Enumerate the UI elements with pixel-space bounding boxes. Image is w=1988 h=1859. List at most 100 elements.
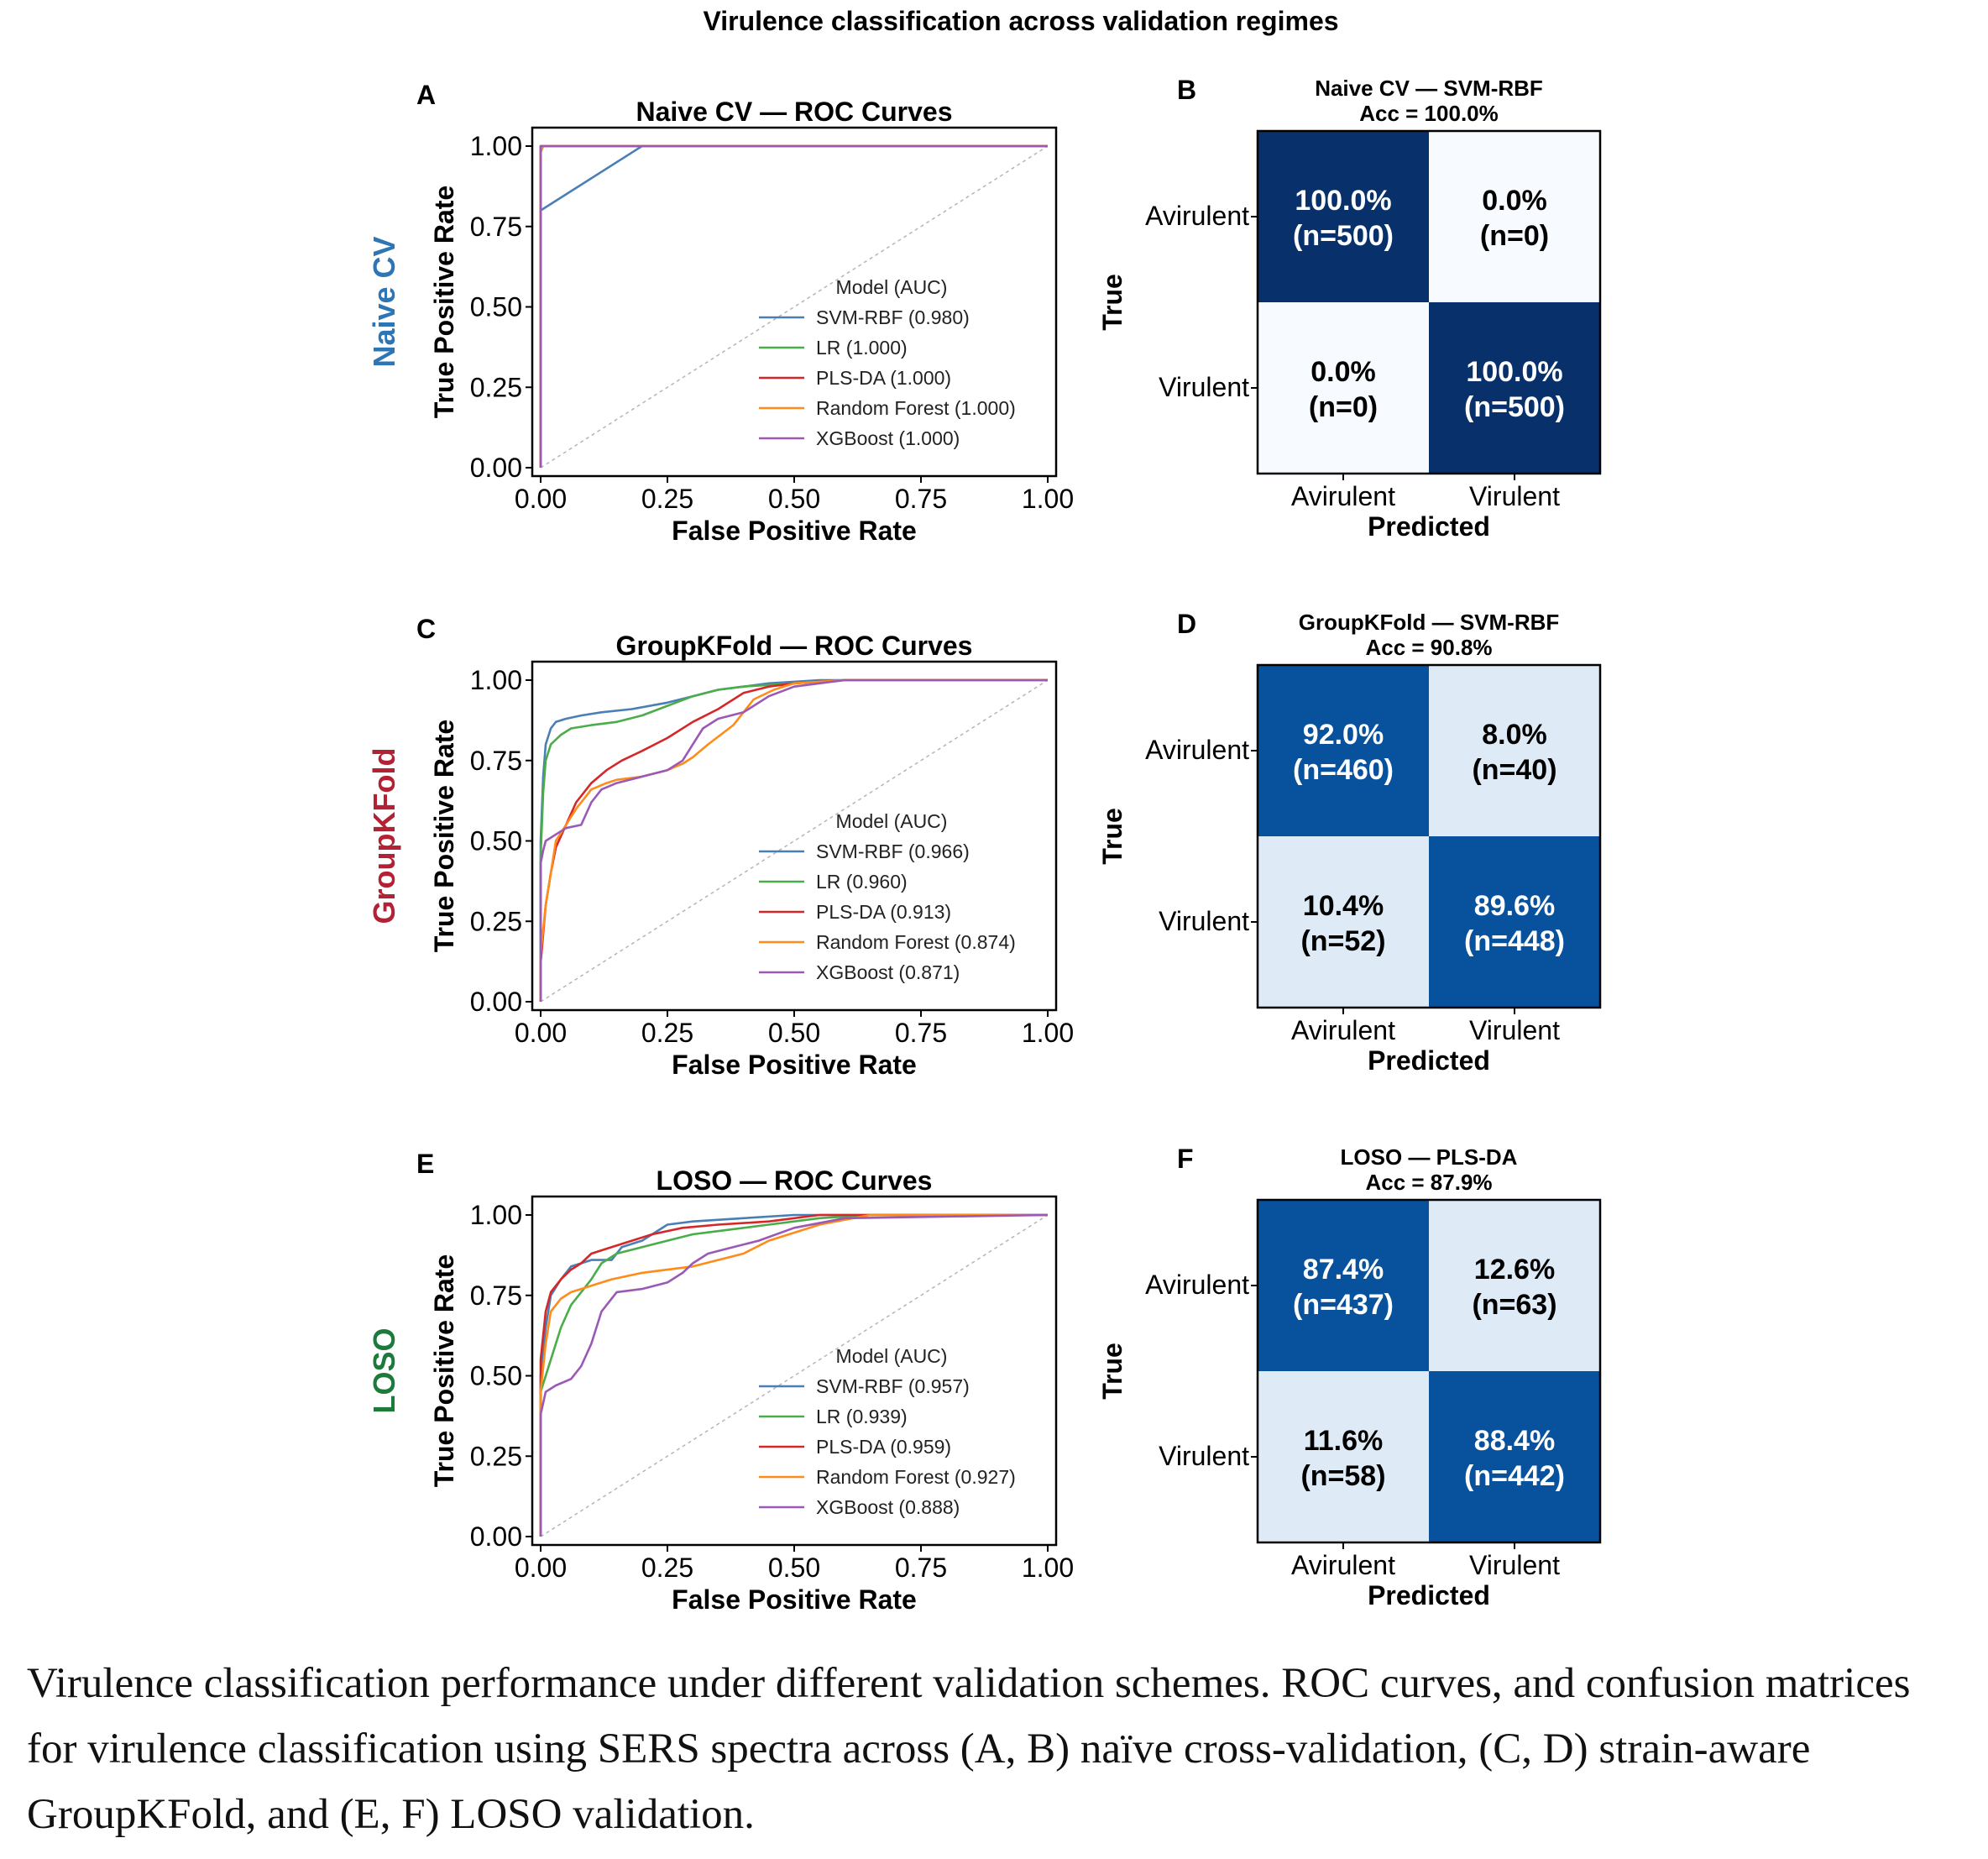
legend-entry: SVM-RBF (0.980) [816,306,970,328]
chart-title: GroupKFold — ROC Curves [616,631,973,661]
chance-diagonal [540,145,1049,469]
matrix-cell [1429,836,1600,1008]
matrix-frame [1256,129,1602,475]
matrix-accuracy: Acc = 90.8% [1365,635,1492,660]
y-axis-label: True [1097,808,1127,865]
roc-curve-random-forest [539,1213,1048,1537]
y-axis-label: True [1097,1343,1127,1400]
chart-title: Naive CV — ROC Curves [636,97,952,127]
row-label: Naive CV [367,236,401,367]
cell-count: (n=40) [1472,754,1556,786]
y-tick-label: 0.25 [470,372,522,402]
cell-count: (n=437) [1293,1289,1394,1321]
panel-e: LOSO E LOSO — ROC Curves 0.00 0.25 0.50 0.75 1.… [367,1149,1074,1615]
x-axis-label: False Positive Rate [672,1584,917,1615]
row-class-label: Avirulent [1145,735,1249,765]
row-class-label: Virulent [1159,372,1249,402]
x-tick-label: 0.50 [768,1018,820,1048]
x-tick-label: 0.50 [768,484,820,514]
col-class-label: Virulent [1469,1015,1560,1045]
row-class-label: Avirulent [1145,1270,1249,1300]
legend-entry: PLS-DA (1.000) [816,367,951,389]
row-label: GroupKFold [367,748,401,924]
legend-entry: SVM-RBF (0.957) [816,1375,970,1397]
y-axis-label: True [1097,274,1127,331]
matrix-cell [1258,302,1429,474]
y-tick-label: 0.75 [470,212,522,242]
cell-percent: 89.6% [1474,890,1555,922]
y-tick-label: 1.00 [470,131,522,161]
x-tick-label: 0.75 [895,1553,947,1583]
matrix-cell [1258,665,1429,836]
legend: Model (AUC) SVM-RBF (0.957) LR (0.939) PLS-… [759,1345,1016,1518]
x-tick-label: 0.00 [515,1553,567,1583]
matrix-cell [1429,665,1600,836]
legend-title: Model (AUC) [836,276,948,298]
x-axis-label: False Positive Rate [672,516,917,546]
panel-letter: A [416,80,436,110]
cell-count: (n=448) [1464,925,1565,957]
cell-percent: 10.4% [1303,890,1384,922]
roc-curve-lr [539,678,1048,1002]
row-label: LOSO [367,1327,401,1413]
cell-percent: 11.6% [1304,1425,1384,1457]
y-tick-label: 0.50 [470,292,522,322]
legend-entry: Random Forest (0.927) [816,1466,1016,1488]
chance-diagonal [540,1214,1049,1537]
matrix-cell [1258,131,1429,302]
y-axis-label: True Positive Rate [429,1254,459,1487]
legend-entry: XGBoost (0.871) [816,961,960,983]
x-tick-label: 0.50 [768,1553,820,1583]
x-tick-label: 1.00 [1022,1553,1074,1583]
roc-curve-xgboost [539,678,1048,1002]
matrix-cell [1429,1200,1600,1371]
cell-percent: 100.0% [1466,356,1562,388]
legend-entry: SVM-RBF (0.966) [816,840,970,862]
matrix-cell [1258,1371,1429,1542]
panel-letter: D [1177,609,1196,639]
chart-title: LOSO — ROC Curves [657,1165,933,1196]
y-tick-label: 0.00 [470,987,522,1017]
x-axis-label: Predicted [1368,1045,1490,1076]
y-tick-label: 0.25 [470,906,522,936]
legend-entry: LR (0.960) [816,871,908,893]
col-class-label: Avirulent [1291,481,1395,511]
matrix-title: Naive CV — SVM-RBF [1315,76,1543,101]
figure-caption: Virulence classification performance und… [27,1660,1911,1838]
y-tick-label: 0.75 [470,1280,522,1311]
x-tick-label: 0.25 [641,484,693,514]
x-tick-label: 0.00 [515,1018,567,1048]
matrix-title: GroupKFold — SVM-RBF [1299,610,1560,635]
legend-entry: PLS-DA (0.959) [816,1436,951,1458]
cell-percent: 100.0% [1295,185,1391,217]
x-axis-label: False Positive Rate [672,1050,917,1080]
y-tick-label: 0.25 [470,1441,522,1471]
y-tick-label: 1.00 [470,1200,522,1230]
legend-entry: PLS-DA (0.913) [816,901,951,923]
y-tick-label: 0.00 [470,453,522,483]
y-tick-label: 0.50 [470,826,522,856]
cell-percent: 0.0% [1311,356,1376,388]
y-tick-label: 0.50 [470,1361,522,1391]
matrix-frame [1256,663,1602,1009]
col-class-label: Avirulent [1291,1015,1395,1045]
legend: Model (AUC) SVM-RBF (0.966) LR (0.960) PLS-… [759,810,1016,983]
legend-entry: Random Forest (0.874) [816,931,1016,953]
cell-count: (n=63) [1472,1289,1556,1321]
legend-title: Model (AUC) [836,1345,948,1367]
cell-percent: 92.0% [1303,719,1384,751]
matrix-cell [1429,1371,1600,1542]
legend-entry: XGBoost (1.000) [816,427,960,449]
col-class-label: Virulent [1469,481,1560,511]
chance-diagonal [540,679,1049,1003]
cell-percent: 88.4% [1474,1425,1555,1457]
legend-title: Model (AUC) [836,810,948,832]
matrix-accuracy: Acc = 87.9% [1365,1170,1492,1195]
roc-curve-xgboost [539,1213,1049,1537]
matrix-frame [1256,1198,1602,1544]
matrix-cell [1258,1200,1429,1371]
cell-percent: 0.0% [1482,185,1547,217]
